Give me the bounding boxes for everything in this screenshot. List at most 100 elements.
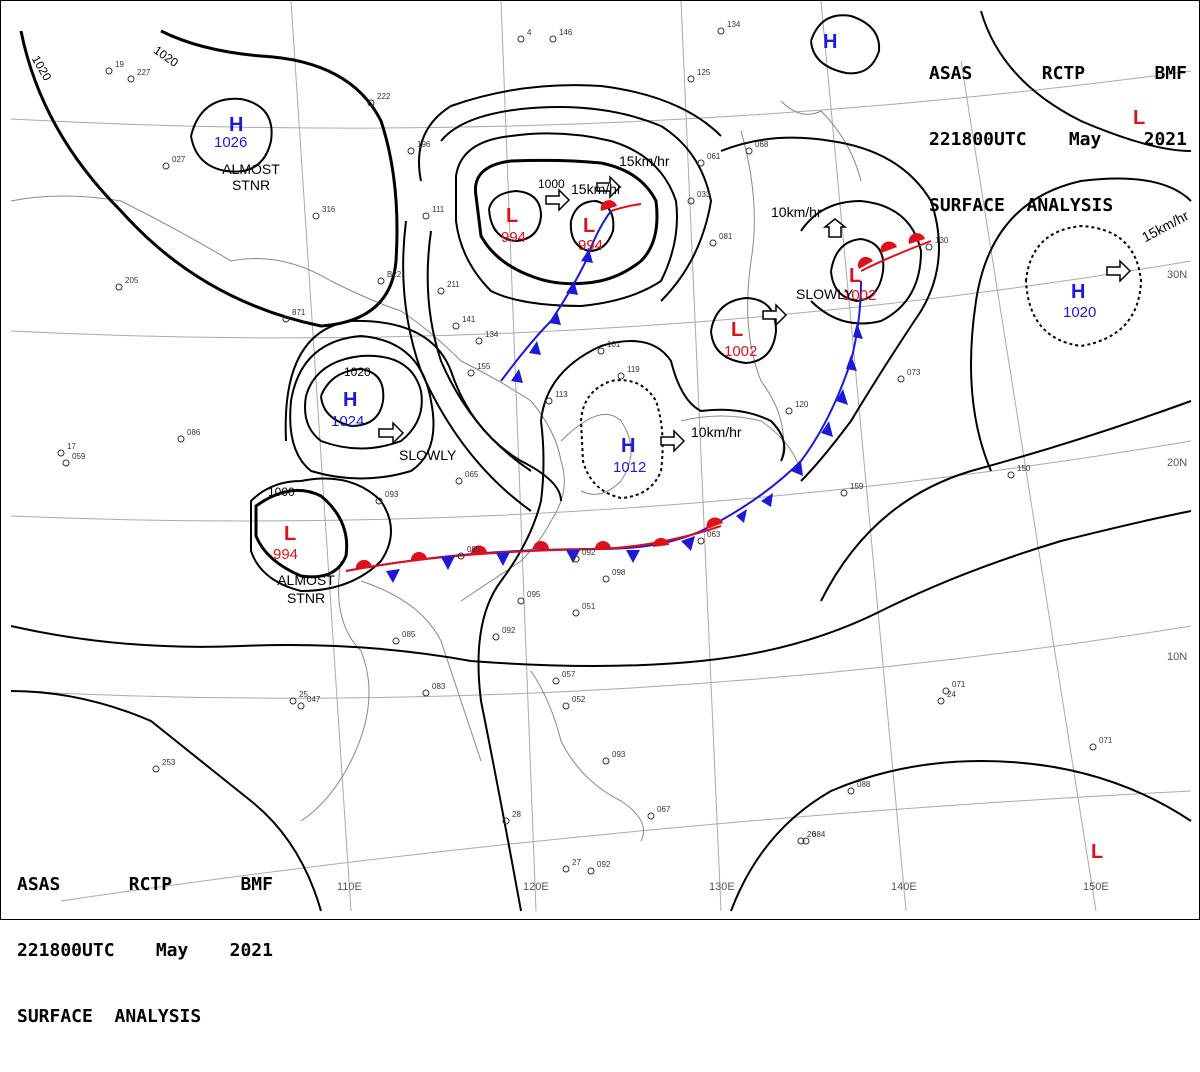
station-value: 19 bbox=[115, 60, 124, 69]
station-value: 059 bbox=[72, 452, 86, 461]
station-circle bbox=[62, 459, 70, 467]
station-circle bbox=[152, 765, 160, 773]
station-value: 134 bbox=[485, 330, 499, 339]
station-circle bbox=[602, 575, 610, 583]
station-circle bbox=[925, 243, 933, 251]
station-circle bbox=[457, 552, 465, 560]
station-circle bbox=[717, 27, 725, 35]
station-value: 26 bbox=[807, 830, 816, 839]
header-bottom-line1: ASAS RCTP BMF bbox=[17, 874, 273, 895]
station-value: 159 bbox=[850, 482, 864, 491]
station-value: 073 bbox=[907, 368, 921, 377]
station-value: 092 bbox=[597, 860, 611, 869]
station-circle bbox=[572, 555, 580, 563]
station-value: 092 bbox=[502, 626, 516, 635]
station-value: 125 bbox=[697, 68, 711, 77]
lon-label-110e: 110E bbox=[337, 881, 362, 893]
station-value: 068 bbox=[755, 140, 769, 149]
station-value: 047 bbox=[307, 695, 321, 704]
station-plots: 19 227 4 146 134 125 061 068 033 081 316 222 196 111 2… bbox=[57, 20, 1113, 875]
station-value: 211 bbox=[447, 280, 460, 289]
station-circle bbox=[377, 277, 385, 285]
low-value-994-b: 994 bbox=[578, 237, 604, 254]
station-circle bbox=[785, 407, 793, 415]
low-value-1002-a: 1002 bbox=[724, 343, 758, 360]
station-circle bbox=[937, 697, 945, 705]
isobar-label-4: 1020 bbox=[344, 365, 371, 379]
station-circle bbox=[282, 315, 290, 323]
station-value: 227 bbox=[137, 68, 151, 77]
station-circle bbox=[562, 865, 570, 873]
station-circle bbox=[367, 99, 375, 107]
station-value: 146 bbox=[559, 28, 573, 37]
station-value: 155 bbox=[477, 362, 491, 371]
motion-label-slowly-east: SLOWLY bbox=[796, 286, 854, 302]
station-circle bbox=[545, 397, 553, 405]
station-value: B22 bbox=[387, 270, 402, 279]
lon-label-120e: 120E bbox=[523, 881, 549, 893]
station-circle bbox=[375, 497, 383, 505]
station-circle bbox=[697, 537, 705, 545]
station-value: 071 bbox=[1099, 736, 1113, 745]
station-circle bbox=[312, 212, 320, 220]
station-value: 092 bbox=[582, 548, 596, 557]
low-center-ne: L bbox=[1133, 107, 1146, 129]
high-value-1026: 1026 bbox=[214, 134, 248, 151]
station-circle bbox=[562, 702, 570, 710]
header-bottom-line2: 221800UTC May 2021 bbox=[17, 940, 273, 961]
low-center-994-a: L bbox=[506, 205, 519, 227]
station-circle bbox=[942, 687, 950, 695]
chart-header-bottom: ASAS RCTP BMF 221800UTC May 2021 SURFACE… bbox=[17, 830, 273, 1072]
station-value: 205 bbox=[125, 276, 139, 285]
low-center-994-c: L bbox=[284, 523, 297, 545]
graticule bbox=[10, 1, 1192, 912]
high-center-1012: H bbox=[621, 435, 636, 457]
station-value: 033 bbox=[697, 190, 711, 199]
coastlines bbox=[10, 100, 862, 842]
station-circle bbox=[745, 147, 753, 155]
high-center-north: H bbox=[823, 31, 838, 53]
lon-label-150e: 150E bbox=[1083, 881, 1109, 893]
motion-label-10kmhr-a: 10km/hr bbox=[771, 204, 822, 220]
station-circle bbox=[552, 677, 560, 685]
high-value-1012: 1012 bbox=[613, 459, 647, 476]
lon-label-140e: 140E bbox=[891, 881, 917, 893]
station-circle bbox=[105, 67, 113, 75]
header-top-line3: SURFACE ANALYSIS bbox=[929, 195, 1114, 216]
station-circle bbox=[422, 689, 430, 697]
motion-label-slowly-west: SLOWLY bbox=[399, 447, 457, 463]
high-value-1024: 1024 bbox=[331, 413, 365, 430]
high-center-1024: H bbox=[343, 389, 358, 411]
station-circle bbox=[475, 337, 483, 345]
weather-map: 19 227 4 146 134 125 061 068 033 081 316 222 196 111 2… bbox=[0, 0, 1200, 1027]
station-value: 196 bbox=[417, 140, 431, 149]
station-circle bbox=[572, 609, 580, 617]
station-value: 071 bbox=[952, 680, 966, 689]
motion-label-15kmhr-b: 15km/hr bbox=[571, 181, 622, 197]
station-value: 28 bbox=[512, 810, 521, 819]
low-value-994-c: 994 bbox=[273, 546, 299, 563]
station-value: 095 bbox=[527, 590, 541, 599]
station-circle bbox=[492, 633, 500, 641]
lon-label-130e: 130E bbox=[709, 881, 735, 893]
station-value: 113 bbox=[555, 390, 568, 399]
header-top-line1: ASAS RCTP BMF bbox=[929, 63, 1187, 84]
station-value: 120 bbox=[795, 400, 809, 409]
station-value: 150 bbox=[1017, 464, 1031, 473]
station-circle bbox=[597, 347, 605, 355]
station-value: 222 bbox=[377, 92, 391, 101]
station-value: 063 bbox=[707, 530, 721, 539]
station-circle bbox=[687, 75, 695, 83]
station-circle bbox=[115, 283, 123, 291]
lat-label-30n: 30N bbox=[1167, 269, 1188, 281]
station-circle bbox=[502, 817, 510, 825]
station-value: 253 bbox=[162, 758, 176, 767]
station-value: 085 bbox=[402, 630, 416, 639]
station-value: 083 bbox=[432, 682, 446, 691]
station-value: 134 bbox=[727, 20, 741, 29]
low-note-994-c: ALMOST STNR bbox=[277, 572, 335, 606]
low-center-1002-b: L bbox=[849, 265, 862, 287]
station-circle bbox=[697, 159, 705, 167]
station-circle bbox=[517, 35, 525, 43]
station-circle bbox=[127, 75, 135, 83]
